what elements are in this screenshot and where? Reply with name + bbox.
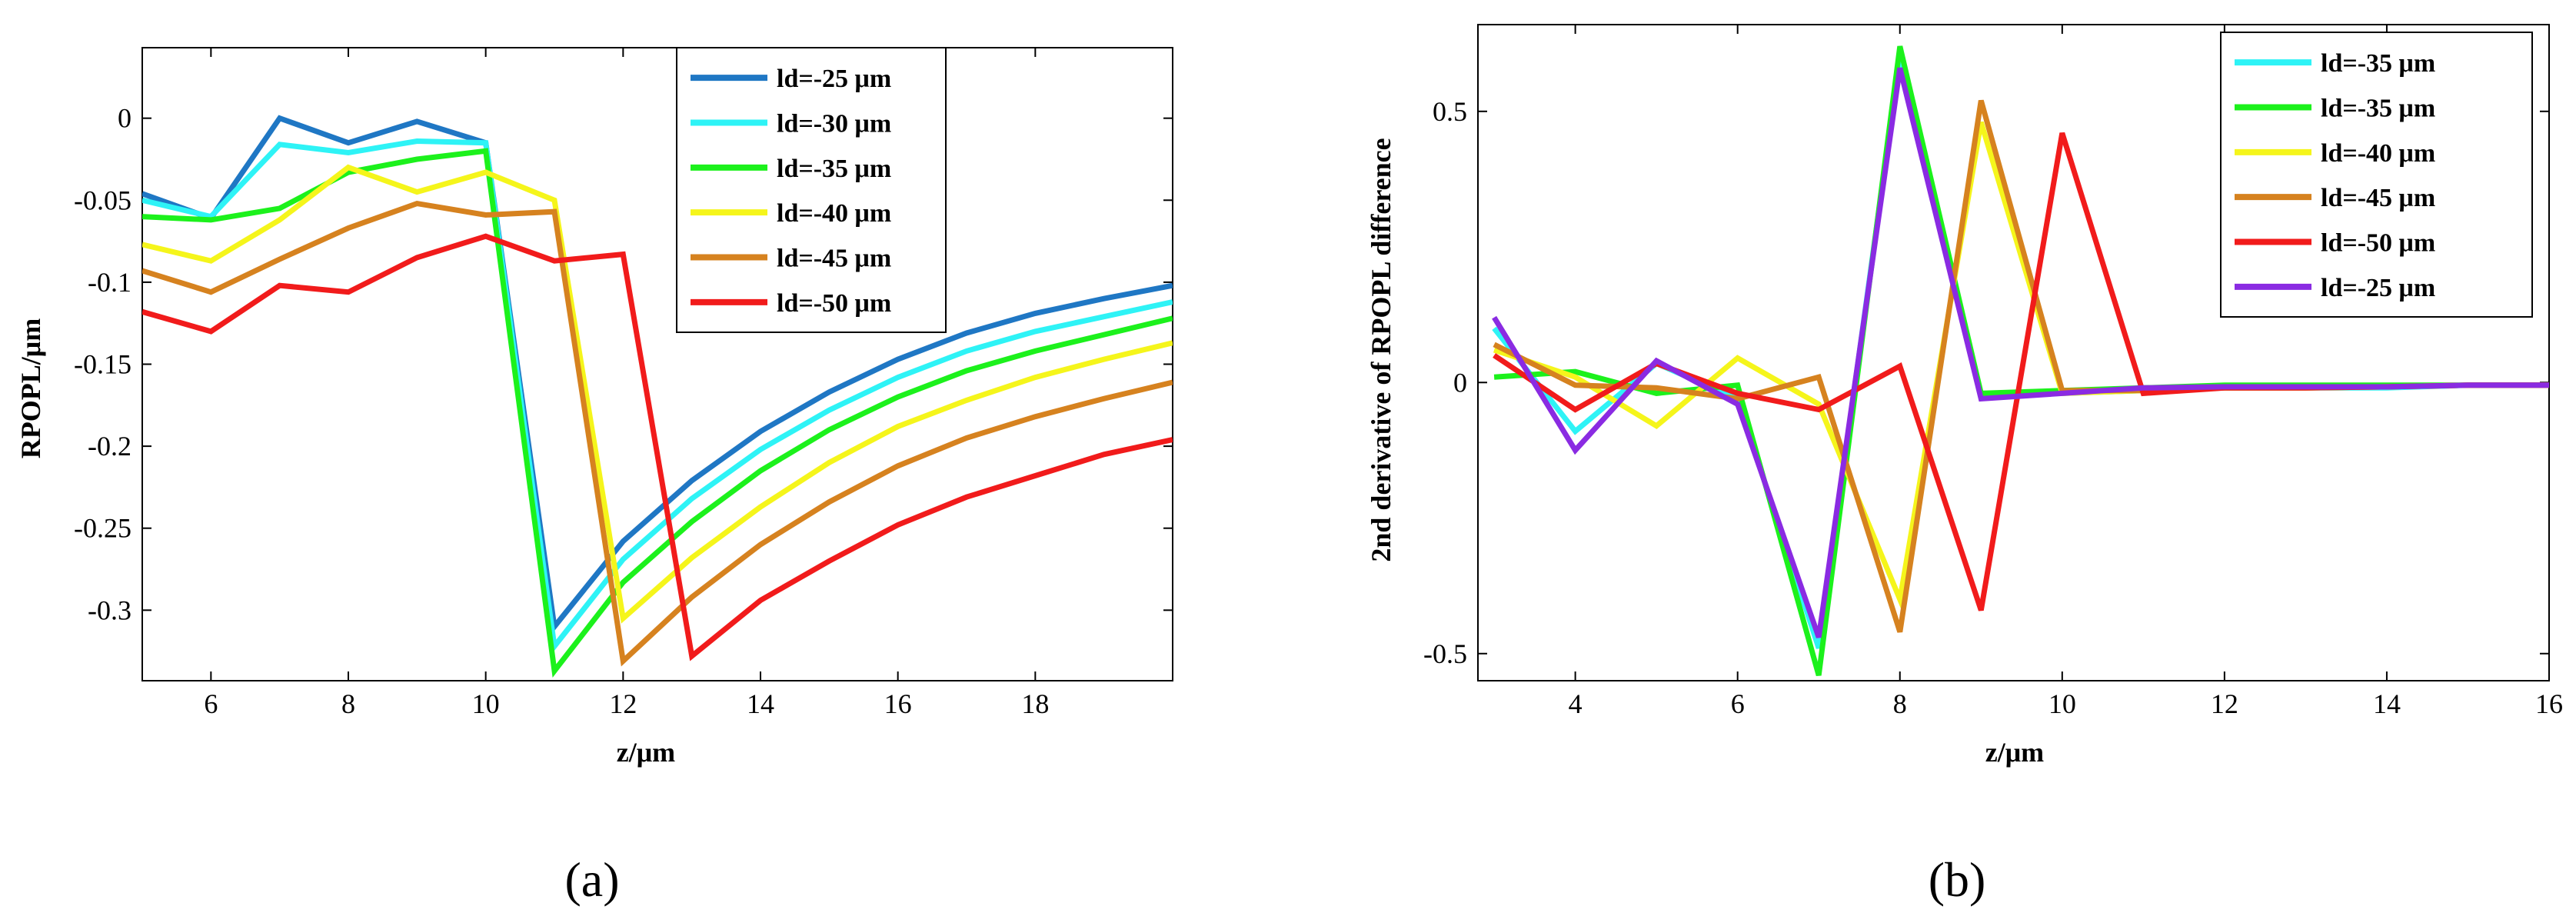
chart-b-x-tick-label: 14 xyxy=(2373,688,2401,719)
chart-a-series-line xyxy=(142,115,1173,634)
chart-a-legend-label: ld=-40 μm xyxy=(777,199,891,228)
chart-a-y-tick-label: -0.2 xyxy=(88,431,131,462)
chart-b-y-tick-label: 0.5 xyxy=(1433,96,1467,127)
chart-a-y-tick-label: -0.05 xyxy=(74,185,131,215)
chart-b-x-tick-label: 12 xyxy=(2211,688,2238,719)
chart-b-legend-label: ld=-50 μm xyxy=(2321,229,2435,258)
chart-a-series-line xyxy=(142,148,1173,678)
chart-a-x-tick-label: 10 xyxy=(472,688,500,719)
chart-a-y-tick-label: -0.3 xyxy=(88,595,131,625)
chart-b-x-tick-label: 4 xyxy=(1569,688,1583,719)
chart-a-panel-label: (a) xyxy=(564,852,619,907)
chart-a-series-line xyxy=(142,138,1173,653)
chart-a-x-tick-label: 14 xyxy=(747,688,774,719)
chart-a-x-tick-label: 6 xyxy=(204,688,218,719)
chart-a: RPOPL/μm z/μm (a) 6 8 10 12 14 16 18 0 -0.05 -0.1… xyxy=(15,47,1173,907)
chart-b-x-tick-label: 16 xyxy=(2535,688,2563,719)
chart-b-y-tick-label: -0.5 xyxy=(1423,638,1467,669)
chart-a-x-tick-label: 18 xyxy=(1021,688,1049,719)
chart-a-y-tick-label: 0 xyxy=(118,103,131,134)
chart-b-legend xyxy=(2220,32,2533,318)
chart-a-x-tick-label: 12 xyxy=(609,688,637,719)
chart-b-x-tick-label: 6 xyxy=(1731,688,1745,719)
chart-b-y-axis-label: 2nd derivative of RPOPL difference xyxy=(1366,138,1396,561)
chart-a-legend-label: ld=-45 μm xyxy=(777,245,891,273)
chart-b-legend-label: ld=-40 μm xyxy=(2321,139,2435,168)
chart-b-legend-label: ld=-45 μm xyxy=(2321,184,2435,212)
chart-b-legend-label: ld=-35 μm xyxy=(2321,95,2435,123)
chart-b-legend-label: ld=-35 μm xyxy=(2321,49,2435,78)
chart-a-y-tick-label: -0.15 xyxy=(74,349,131,380)
chart-a-legend-label: ld=-30 μm xyxy=(777,110,891,138)
chart-a-series-line xyxy=(142,200,1173,667)
chart-a-y-tick-label: -0.1 xyxy=(88,267,131,298)
chart-a-y-tick-label: -0.25 xyxy=(74,513,131,544)
chart-b-x-tick-label: 10 xyxy=(2048,688,2076,719)
chart-a-series-line xyxy=(142,164,1173,624)
chart-a-x-tick-label: 16 xyxy=(884,688,912,719)
chart-b-x-axis-label: z/μm xyxy=(1985,737,2044,768)
chart-b-panel-label: (b) xyxy=(1929,852,1986,907)
chart-a-legend xyxy=(676,47,947,333)
chart-a-legend-label: ld=-35 μm xyxy=(777,155,891,183)
chart-b-plot-area xyxy=(1477,24,2550,681)
chart-a-legend-label: ld=-25 μm xyxy=(777,65,891,93)
chart-a-series-line xyxy=(142,233,1173,661)
chart-b-y-tick-label: 0 xyxy=(1453,367,1467,398)
chart-a-y-axis-label: RPOPL/μm xyxy=(15,318,46,458)
chart-a-legend-label: ld=-50 μm xyxy=(777,289,891,318)
chart-b-x-tick-label: 8 xyxy=(1893,688,1907,719)
chart-a-x-axis-label: z/μm xyxy=(617,737,675,768)
chart-b: 2nd derivative of RPOPL difference z/μm … xyxy=(1366,24,2563,907)
chart-a-x-tick-label: 8 xyxy=(341,688,355,719)
chart-b-series-line xyxy=(1492,67,2549,638)
chart-b-legend-label: ld=-25 μm xyxy=(2321,274,2435,302)
